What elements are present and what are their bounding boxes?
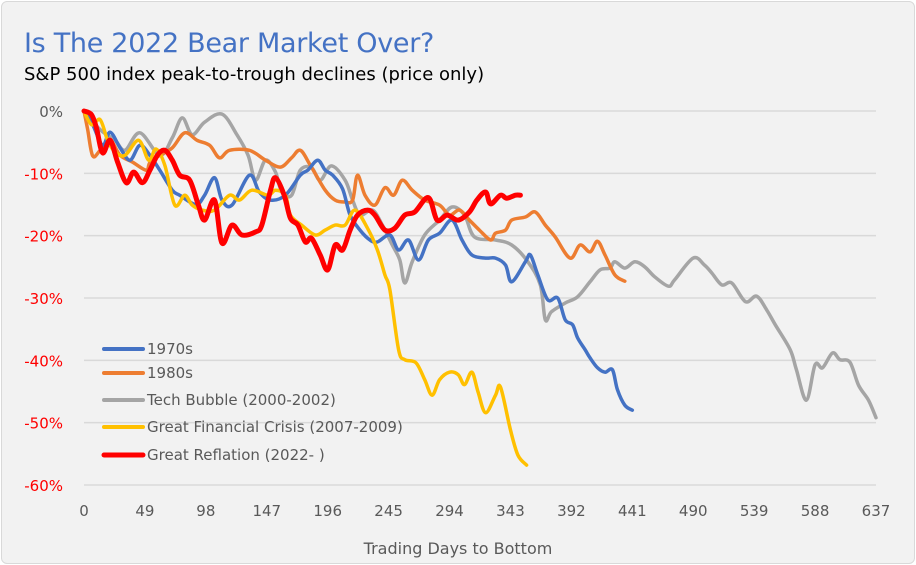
x-tick-label: 441	[618, 502, 647, 520]
y-tick-label: -60%	[24, 477, 63, 495]
legend-label: Great Reflation (2022- )	[147, 446, 325, 464]
y-tick-label: -50%	[24, 415, 63, 433]
x-tick-label: 343	[496, 502, 525, 520]
legend-label: 1980s	[147, 364, 193, 382]
chart-subtitle: S&P 500 index peak-to-trough declines (p…	[24, 64, 485, 85]
y-tick-label: -20%	[24, 228, 63, 246]
x-tick-label: 392	[557, 502, 586, 520]
x-tick-label: 588	[801, 502, 830, 520]
chart-title: Is The 2022 Bear Market Over?	[24, 28, 435, 59]
x-tick-label: 637	[862, 502, 891, 520]
series-line-great-reflation-2022	[81, 108, 523, 273]
y-tick-label: -10%	[24, 165, 63, 183]
legend-label: Great Financial Crisis (2007-2009)	[147, 418, 403, 436]
series-line-great-financial-crisis-2007-2009	[82, 109, 529, 467]
x-tick-label: 539	[740, 502, 769, 520]
y-tick-label: -40%	[24, 352, 63, 370]
x-tick-label: 147	[252, 502, 281, 520]
x-tick-label: 196	[313, 502, 342, 520]
x-tick-label: 49	[135, 502, 154, 520]
legend-item: Great Reflation (2022- )	[101, 446, 325, 464]
y-tick-label: 0%	[39, 103, 63, 121]
x-tick-label: 0	[79, 502, 89, 520]
legend-item: 1980s	[102, 364, 193, 382]
series-lines	[81, 108, 878, 467]
legend-item: 1970s	[102, 340, 193, 358]
legend-item: Great Financial Crisis (2007-2009)	[102, 418, 403, 436]
x-axis-label: Trading Days to Bottom	[363, 539, 553, 558]
legend-label: 1970s	[147, 340, 193, 358]
x-tick-label: 98	[196, 502, 215, 520]
x-tick-label: 490	[679, 502, 708, 520]
y-tick-label: -30%	[24, 290, 63, 308]
x-axis-ticks: 0 49 98 147 196 245 294 343 392 441 490 539 588 637	[79, 502, 890, 520]
x-tick-label: 294	[435, 502, 464, 520]
y-axis-ticks: 0% -10% -20% -30% -40% -50% -60%	[24, 103, 63, 495]
series-line-tech-bubble-2000-2002	[82, 109, 878, 420]
x-tick-label: 245	[374, 502, 403, 520]
series-line-1980s	[82, 109, 627, 283]
legend-label: Tech Bubble (2000-2002)	[146, 391, 336, 409]
legend: 1970s 1980s Tech Bubble (2000-2002) Great F…	[101, 340, 403, 464]
legend-item: Tech Bubble (2000-2002)	[102, 391, 336, 409]
series-line-1970s	[82, 109, 635, 412]
